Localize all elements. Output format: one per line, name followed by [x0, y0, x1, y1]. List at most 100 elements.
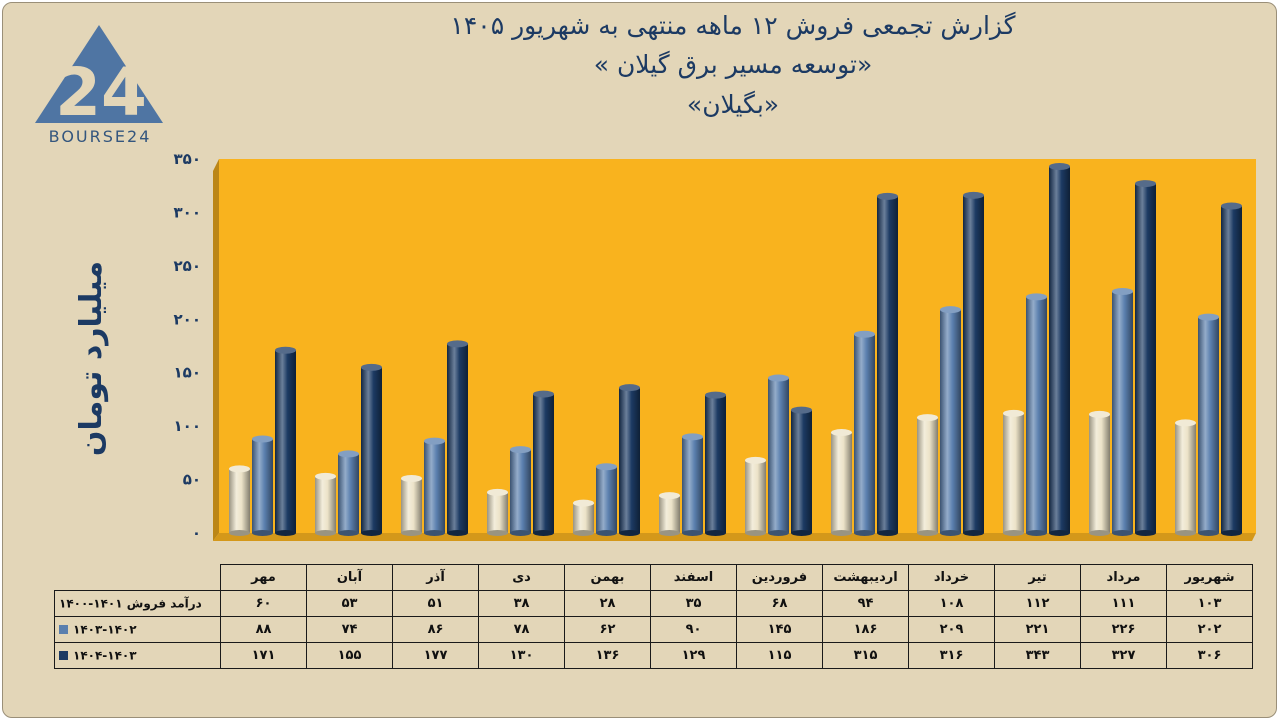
plot-side-wall — [213, 159, 219, 541]
bar — [315, 472, 336, 536]
y-tick-label: ۳۰۰ — [174, 203, 201, 221]
legend-swatch — [59, 625, 68, 635]
bar — [447, 340, 468, 536]
bar — [1112, 288, 1133, 536]
data-label: ۹۰ — [650, 616, 737, 643]
legend-swatch — [59, 651, 68, 661]
data-label: ۲۸ — [564, 590, 651, 617]
y-tick-label: ۵۰ — [183, 471, 201, 489]
bar — [401, 475, 422, 536]
data-label: ۵۳ — [306, 590, 393, 617]
legend-entry: درآمد فروش ۱۴۰۱-۱۴۰۰ — [54, 590, 221, 617]
bar-chart: ۰ ۵۰ ۱۰۰ ۱۵۰ ۲۰۰ ۲۵۰ ۳۰۰ ۳۵۰ — [174, 150, 1256, 542]
bar — [338, 450, 359, 536]
bar — [1049, 162, 1070, 536]
data-label: ۱۸۶ — [822, 616, 909, 643]
bar — [1003, 409, 1024, 536]
x-tick-label: شهریور — [1166, 564, 1253, 591]
bar — [1089, 410, 1110, 536]
data-label: ۳۵ — [650, 590, 737, 617]
y-tick-label: ۳۵۰ — [174, 150, 201, 168]
data-label: ۳۱۶ — [908, 642, 995, 669]
bar — [1135, 180, 1156, 536]
data-label: ۳۸ — [478, 590, 565, 617]
bar — [745, 456, 766, 536]
data-label: ۹۴ — [822, 590, 909, 617]
bar — [275, 346, 296, 536]
data-label: ۶۸ — [736, 590, 823, 617]
series-name: ۱۴۰۳-۱۴۰۲ — [73, 622, 137, 637]
table-row: ۱۴۰۳-۱۴۰۲ ۸۸ ۷۴ ۸۶ ۷۸ ۶۲ ۹۰ ۱۴۵ ۱۸۶ ۲۰۹ ۲۲۱ ۲۲۶ ۲۰۲ — [54, 616, 1253, 643]
legend-entry: ۱۴۰۳-۱۴۰۲ — [54, 616, 221, 643]
bar — [917, 414, 938, 536]
data-label: ۱۱۵ — [736, 642, 823, 669]
bar — [659, 492, 680, 536]
legend-entry: ۱۴۰۴-۱۴۰۳ — [54, 642, 221, 669]
bar — [487, 488, 508, 536]
data-label: ۱۴۵ — [736, 616, 823, 643]
data-label: ۶۰ — [220, 590, 307, 617]
bar — [510, 446, 531, 536]
x-tick-label: فروردین — [736, 564, 823, 591]
data-label: ۱۰۸ — [908, 590, 995, 617]
data-label: ۲۰۲ — [1166, 616, 1253, 643]
data-label: ۷۸ — [478, 616, 565, 643]
data-label: ۸۸ — [220, 616, 307, 643]
table-row: ۱۴۰۴-۱۴۰۳ ۱۷۱ ۱۵۵ ۱۷۷ ۱۳۰ ۱۳۶ ۱۲۹ ۱۱۵ ۳۱۵ ۳۱۶ ۳۴۳ ۳… — [54, 642, 1253, 669]
series-name: درآمد فروش ۱۴۰۱-۱۴۰۰ — [59, 596, 202, 611]
data-label: ۲۲۱ — [994, 616, 1081, 643]
bar — [705, 391, 726, 536]
data-label: ۲۰۹ — [908, 616, 995, 643]
data-label: ۱۰۳ — [1166, 590, 1253, 617]
bar — [940, 306, 961, 536]
logo-mark: 24 — [55, 54, 147, 131]
data-label: ۱۵۵ — [306, 642, 393, 669]
bar — [424, 437, 445, 536]
data-label: ۱۱۲ — [994, 590, 1081, 617]
bar — [791, 406, 812, 536]
series-name: ۱۴۰۴-۱۴۰۳ — [73, 648, 137, 663]
x-tick-label: اسفند — [650, 564, 737, 591]
data-label: ۸۶ — [392, 616, 479, 643]
bar — [573, 499, 594, 536]
data-label: ۳۱۵ — [822, 642, 909, 669]
bar — [768, 374, 789, 536]
bar — [229, 465, 250, 536]
data-label: ۲۲۶ — [1080, 616, 1167, 643]
table-row: درآمد فروش ۱۴۰۱-۱۴۰۰ ۶۰ ۵۳ ۵۱ ۳۸ ۲۸ ۳۵ ۶۸ ۹۴ ۱۰۸ ۱… — [54, 590, 1253, 617]
table-corner-cell — [54, 564, 221, 591]
bar — [596, 463, 617, 536]
x-tick-label: بهمن — [564, 564, 651, 591]
logo-text: BOURSE24 — [48, 127, 152, 146]
chart-title: گزارش تجمعی فروش ۱۲ ماهه منتهی به شهریور… — [450, 11, 1016, 40]
data-label: ۳۰۶ — [1166, 642, 1253, 669]
y-tick-label: ۲۵۰ — [174, 257, 201, 275]
data-label: ۱۲۹ — [650, 642, 737, 669]
bar — [252, 435, 273, 536]
bar — [854, 330, 875, 536]
plot-area — [219, 159, 1256, 533]
y-tick-label: ۰ — [192, 524, 201, 542]
chart-subtitle: «توسعه مسیر برق گیلان » — [593, 50, 873, 79]
x-tick-label: خرداد — [908, 564, 995, 591]
data-label: ۳۲۷ — [1080, 642, 1167, 669]
table-header-row: مهر آبان آذر دی بهمن اسفند فروردین اردیبهشت خردا… — [54, 564, 1253, 591]
bar — [682, 433, 703, 536]
bourse24-logo-icon: 24 — [35, 25, 163, 131]
data-label: ۱۳۰ — [478, 642, 565, 669]
data-table: مهر آبان آذر دی بهمن اسفند فروردین اردیبهشت خردا… — [54, 564, 1253, 669]
x-tick-label: آبان — [306, 564, 393, 591]
plot-floor — [213, 533, 1256, 541]
data-label: ۵۱ — [392, 590, 479, 617]
x-tick-label: مهر — [220, 564, 307, 591]
data-label: ۱۷۱ — [220, 642, 307, 669]
chart-company-name: «بگیلان» — [686, 90, 780, 119]
bar — [1221, 202, 1242, 536]
data-label: ۳۴۳ — [994, 642, 1081, 669]
y-tick-label: ۱۰۰ — [174, 417, 201, 435]
x-tick-label: مرداد — [1080, 564, 1167, 591]
bar — [533, 390, 554, 536]
bar — [963, 191, 984, 536]
bar — [619, 384, 640, 536]
